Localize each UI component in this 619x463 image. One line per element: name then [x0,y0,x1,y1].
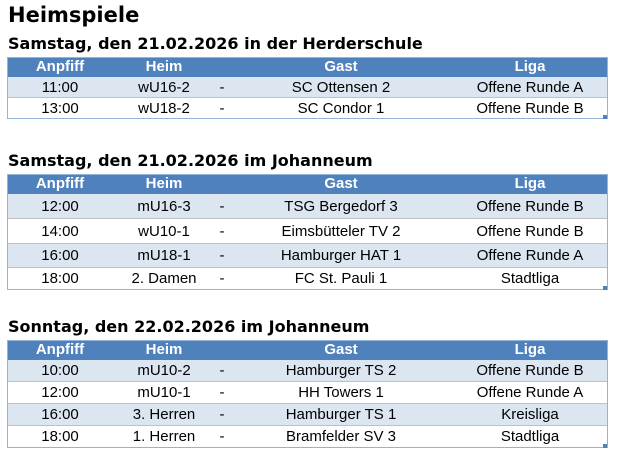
table-row [7,360,608,382]
table-cell: 16:00 [41,406,79,423]
table-cell: 3. Herren [132,406,196,423]
table-cell: Offene Runde B [476,222,584,240]
table-cell: - [219,99,225,117]
page-title: Heimspiele [8,3,140,27]
table-cell: HH Towers 1 [298,384,384,401]
table-cell: Kreisliga [501,406,559,423]
table-cell: - [219,384,225,401]
table-cell: - [219,247,225,264]
table-cell: 11:00 [41,78,79,96]
table-cell: 18:00 [41,428,79,445]
table-row [7,244,608,268]
table-cell: Stadtliga [500,270,560,287]
header-row [7,340,608,360]
table-row [7,219,608,244]
header-row [7,57,608,77]
table-cell: wU10-1 [138,222,190,240]
column-header: Heim [145,341,183,358]
table-cell: mU10-2 [137,362,191,379]
table-cell: Offene Runde B [476,362,584,379]
column-header: Heim [145,58,183,75]
resize-handle [603,444,607,448]
header-row [7,174,608,194]
table-border [7,174,608,290]
table-cell: - [219,428,225,445]
table-cell: TSG Bergedorf 3 [284,197,398,215]
column-header: Heim [145,175,183,192]
table-cell: 12:00 [41,197,79,215]
section-heading: Sonntag, den 22.02.2026 im Johanneum [8,317,370,336]
table-row [7,77,608,98]
column-header: Anpfiff [35,175,85,192]
section-heading: Samstag, den 21.02.2026 im Johanneum [8,151,373,170]
table-row [7,404,608,426]
table-cell: - [219,222,225,240]
resize-handle [603,286,607,290]
table-cell: 10:00 [41,362,79,379]
table-cell: wU16-2 [138,78,190,96]
table-cell: Stadtliga [500,428,560,445]
table-cell: Offene Runde A [476,78,584,96]
table-cell: 12:00 [41,384,79,401]
table-cell: mU18-1 [137,247,191,264]
table-cell: Hamburger TS 1 [285,406,397,423]
table-row [7,382,608,404]
table-cell: Hamburger TS 2 [285,362,397,379]
table-cell: Offene Runde A [476,247,584,264]
table-cell: Bramfelder SV 3 [285,428,397,445]
table-cell: SC Condor 1 [297,99,385,117]
table-row [7,194,608,219]
table-cell: Offene Runde B [476,99,584,117]
table-cell: - [219,197,225,215]
column-header: Gast [324,58,358,75]
table-cell: - [219,362,225,379]
table-cell: Hamburger HAT 1 [280,247,402,264]
column-header: Gast [324,341,358,358]
column-header: Liga [514,175,546,192]
column-header: Anpfiff [35,58,85,75]
table-cell: Offene Runde A [476,384,584,401]
resize-handle [603,115,607,119]
column-header: Anpfiff [35,341,85,358]
column-header: Liga [514,58,546,75]
table-border [7,340,608,448]
column-header: Gast [324,175,358,192]
table-cell: mU16-3 [137,197,191,215]
table-cell: 13:00 [41,99,79,117]
table-cell: mU10-1 [137,384,191,401]
table-cell: 16:00 [41,247,79,264]
column-header: Liga [514,341,546,358]
table-cell: FC St. Pauli 1 [294,270,388,287]
table-cell: Eimsbütteler TV 2 [281,222,401,240]
table-cell: - [219,78,225,96]
table-cell: 1. Herren [132,428,196,445]
table-cell: 2. Damen [131,270,197,287]
table-cell: - [219,270,225,287]
table-border [7,57,608,119]
table-cell: Offene Runde B [476,197,584,215]
table-cell: 18:00 [41,270,79,287]
table-cell: - [219,406,225,423]
table-cell: wU18-2 [138,99,190,117]
table-cell: SC Ottensen 2 [291,78,391,96]
section-heading: Samstag, den 21.02.2026 in der Herdersch… [8,34,423,53]
table-cell: 14:00 [41,222,79,240]
